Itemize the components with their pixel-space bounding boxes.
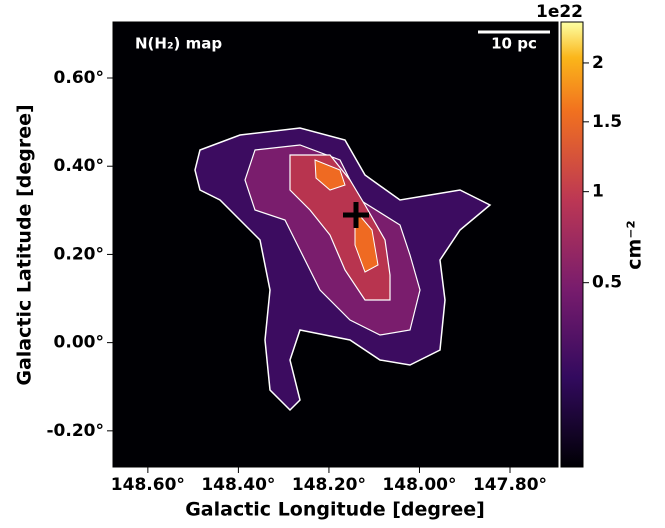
y-tick-label: 0.40° <box>54 156 104 176</box>
x-tick-label: 148.20° <box>292 475 366 495</box>
y-tick-label: -0.20° <box>47 421 105 441</box>
colorbar-tick-label: 2 <box>592 53 604 73</box>
colorbar <box>560 21 584 468</box>
scale-bar-label: 10 pc <box>491 35 537 53</box>
y-tick-label: 0.00° <box>54 333 104 353</box>
cloud-core <box>314 159 379 273</box>
colorbar-tick-label: 1.5 <box>592 112 622 132</box>
x-tick-label: 148.40° <box>201 475 275 495</box>
y-tick-label: 0.60° <box>54 68 104 88</box>
y-tick-label: 0.20° <box>54 244 104 264</box>
x-tick-label: 148.00° <box>382 475 456 495</box>
y-axis-label: Galactic Latitude [degree] <box>14 104 36 385</box>
intensity-map <box>113 22 558 467</box>
colorbar-tick-label: 0.5 <box>592 273 622 293</box>
plot-frame <box>112 21 559 468</box>
colorbar-label: cm⁻² <box>624 220 646 269</box>
cross-marker <box>343 202 369 228</box>
x-tick-label: 147.80° <box>473 475 547 495</box>
map-title: N(H₂) map <box>135 35 222 53</box>
x-axis-label: Galactic Longitude [degree] <box>185 499 485 521</box>
colorbar-offset: 1e22 <box>536 2 583 22</box>
x-tick-label: 148.60° <box>111 475 185 495</box>
colorbar-tick-label: 1 <box>592 182 604 202</box>
